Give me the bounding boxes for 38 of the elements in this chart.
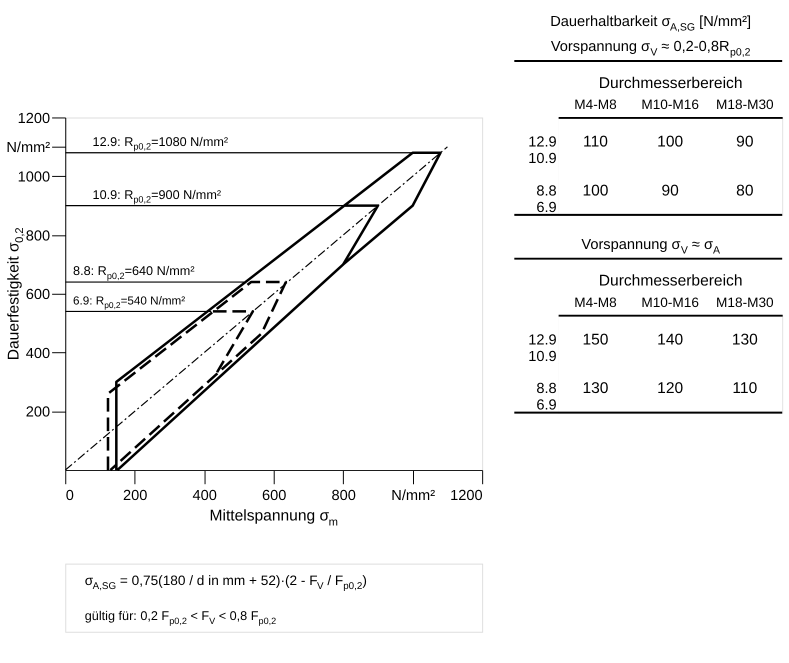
x-tick-label: N/mm² — [391, 488, 436, 504]
y-tick-label: 1000 — [18, 170, 50, 186]
x-tick-label: 400 — [192, 488, 217, 504]
y-tick-label: 200 — [26, 404, 50, 421]
x-tick-label: M18-M30 — [716, 294, 774, 310]
data-label: 90 — [736, 134, 754, 151]
x-tick-label: 200 — [123, 488, 148, 504]
data-label: 130 — [582, 380, 609, 398]
y-tick-label: 12.9 10.9 — [528, 332, 557, 365]
y-tick-label: 1200 — [18, 110, 50, 127]
data-label: 110 — [583, 134, 608, 151]
y-tick-label: N/mm² — [6, 140, 50, 156]
y-tick-label: 800 — [26, 228, 50, 244]
data-label: 120 — [657, 380, 684, 398]
x-tick-label: 600 — [262, 488, 286, 504]
x-axis-title: Durchmesserbereich — [598, 272, 743, 290]
data-label: 100 — [657, 134, 684, 151]
x-tick-label: 0 — [66, 488, 74, 504]
x-tick-label: M4-M8 — [574, 294, 617, 310]
y-tick-label: 12.9 10.9 — [528, 134, 557, 168]
x-tick-label: M4-M8 — [574, 97, 617, 112]
y-tick-label: 8.8 6.9 — [536, 183, 557, 216]
data-label: 110 — [732, 380, 758, 398]
y-tick-label: 400 — [26, 346, 50, 362]
x-tick-label: 1200 — [450, 488, 483, 504]
data-label: 150 — [582, 331, 609, 348]
data-label: 130 — [732, 331, 758, 348]
x-axis-title: Durchmesserbereich — [598, 74, 743, 92]
x-tick-label: 800 — [331, 488, 356, 504]
y-tick-label: 8.8 6.9 — [536, 381, 557, 414]
x-tick-label: M10-M16 — [641, 294, 699, 310]
data-label: 140 — [657, 331, 684, 348]
y-axis-title: Dauerfestigkeit σ0,2 — [6, 227, 26, 360]
x-tick-label: M18-M30 — [716, 97, 774, 112]
data-label: 100 — [582, 182, 609, 200]
data-label: 80 — [736, 182, 754, 200]
x-tick-label: M10-M16 — [641, 97, 699, 112]
data-label: 90 — [662, 182, 680, 200]
